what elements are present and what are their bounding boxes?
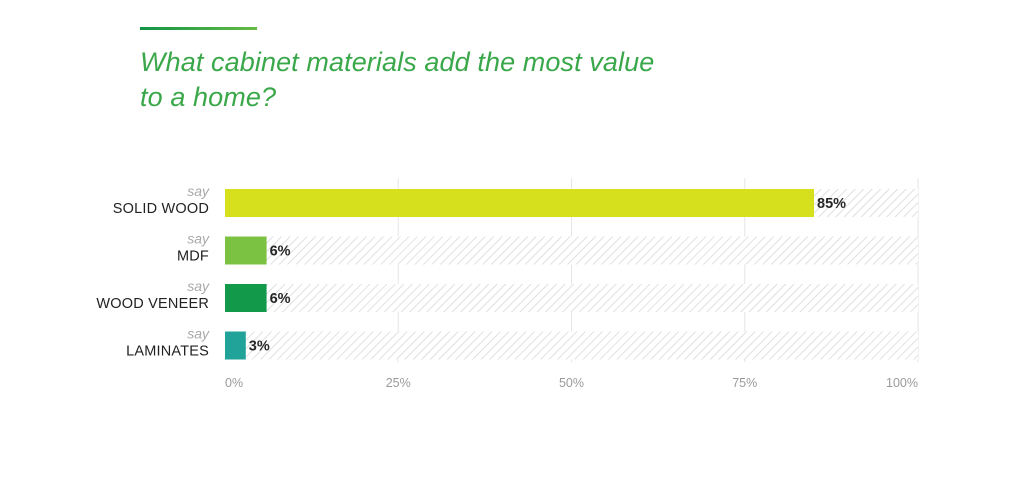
category-prefix-wood-veneer: say (187, 278, 210, 294)
category-label-wood-veneer: WOOD VENEER (96, 296, 209, 312)
bar-mdf (225, 236, 267, 265)
category-prefix-laminates: say (187, 326, 210, 342)
title-accent-line (140, 27, 257, 30)
bar-wood-veneer (225, 284, 267, 312)
value-label-laminates: 3% (249, 339, 270, 355)
x-tick-label-100: 100% (886, 376, 918, 390)
bar-series: 85% say SOLID WOOD 6% say MDF 6% say WOOD VENEER… (96, 183, 918, 360)
x-tick-label-50: 50% (559, 376, 584, 390)
chart-title-line-2: to a home? (140, 82, 277, 112)
x-tick-label-25: 25% (386, 376, 411, 390)
category-prefix-solid-wood: say (187, 183, 210, 199)
category-label-laminates: LAMINATES (126, 344, 209, 360)
x-tick-label-75: 75% (732, 376, 757, 390)
value-label-solid-wood: 85% (817, 196, 846, 212)
value-label-mdf: 6% (270, 244, 291, 260)
chart-title: What cabinet materials add the most valu… (140, 45, 700, 115)
category-prefix-mdf: say (187, 231, 210, 247)
bar-track-laminates (225, 331, 918, 360)
x-axis: 0% 25% 50% 75% 100% (225, 376, 918, 390)
bar-track-wood-veneer (225, 284, 918, 312)
bar-track-mdf (225, 236, 918, 265)
category-label-solid-wood: SOLID WOOD (113, 201, 209, 217)
x-tick-label-0: 0% (225, 376, 243, 390)
bar-laminates (225, 331, 246, 360)
chart-title-line-1: What cabinet materials add the most valu… (140, 47, 655, 77)
bar-solid-wood (225, 189, 815, 217)
value-label-wood-veneer: 6% (270, 291, 291, 307)
category-label-mdf: MDF (177, 249, 209, 265)
